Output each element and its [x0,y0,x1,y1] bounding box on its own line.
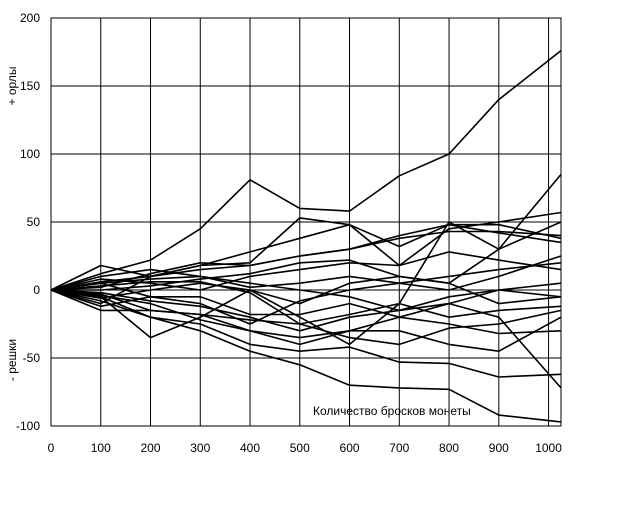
series-line [50,289,562,378]
x-tick-label: 300 [190,441,210,455]
y-axis-label-bottom: - решки [5,339,19,381]
x-tick-label: 400 [240,441,260,455]
y-tick-label: -50 [23,351,41,365]
series-line [50,289,562,389]
x-tick-label: 700 [389,441,409,455]
y-tick-label: 200 [20,11,40,25]
series-lines [50,49,562,423]
grid [50,17,561,427]
x-tick-label: 0 [48,441,55,455]
y-tick-label: 150 [20,79,40,93]
series-line [51,221,562,291]
series-line [50,49,562,291]
x-tick-label: 200 [140,441,160,455]
x-tick-label: 800 [439,441,459,455]
y-tick-label: -100 [16,419,40,433]
y-tick-label: 50 [27,215,41,229]
x-tick-label: 900 [489,441,509,455]
series-line [50,230,562,291]
series-line [50,268,562,312]
x-tick-label: 100 [91,441,111,455]
plot-frame [50,17,562,427]
series-line [50,223,562,291]
x-tick-labels: 0 100 200 300 400 500 600 700 800 900 1000 [48,441,563,455]
series-line [50,275,562,305]
chart-annotation: Количество бросков монеты [313,404,471,418]
series-line [50,262,562,291]
x-tick-label: 500 [290,441,310,455]
x-tick-label: 1000 [535,441,562,455]
series-line [50,282,562,332]
series-line [50,251,562,291]
y-tick-label: 100 [20,147,40,161]
series-line [50,211,562,305]
y-axis-label-top: + орлы [5,67,19,106]
y-tick-label: 0 [33,283,40,297]
series-line [50,289,562,353]
y-tick-labels: -100 -50 0 50 100 150 200 [16,11,40,433]
series-line [50,280,562,346]
x-tick-label: 600 [340,441,360,455]
